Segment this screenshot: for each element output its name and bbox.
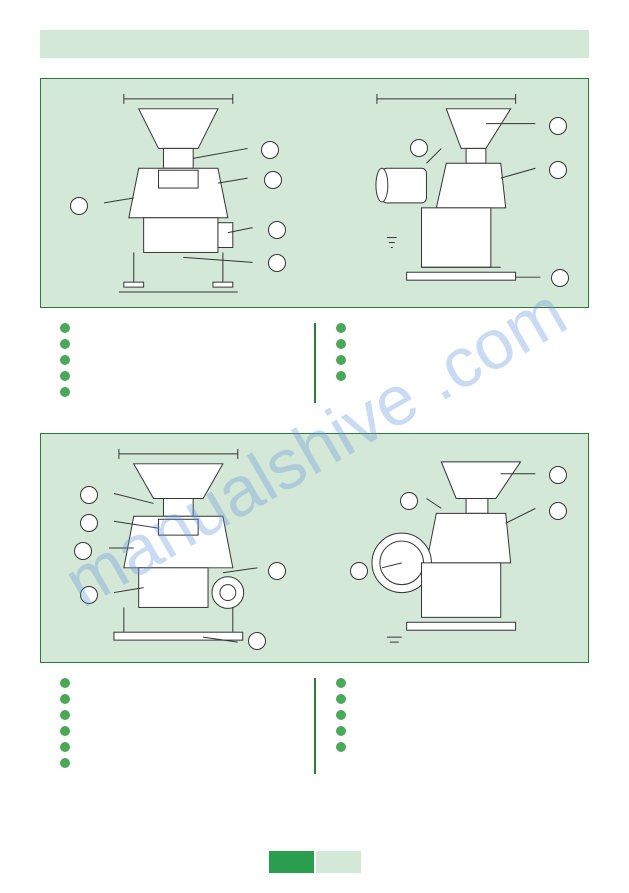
callout-2b [80,514,98,532]
part-item [60,710,294,720]
part-item [336,710,570,720]
part-item [336,726,570,736]
part-item [60,387,294,397]
bullet-icon [336,678,346,688]
bullet-icon [336,742,346,752]
parts-col-2-right [314,678,570,774]
bullet-icon [60,758,70,768]
bullet-icon [60,323,70,333]
parts-list-2 [40,678,589,774]
callout-9b [549,502,567,520]
callout-1b [80,486,98,504]
callout-5 [70,197,88,215]
diagram-1-front [52,89,315,297]
callout-8b [400,492,418,510]
part-item [336,678,570,688]
bullet-icon [60,355,70,365]
parts-list-1 [40,323,589,403]
bullet-icon [336,710,346,720]
callout-4b [80,586,98,604]
parts-col-1-left [60,323,294,403]
part-item [60,694,294,704]
bullet-icon [60,339,70,349]
page-footer [269,851,361,873]
part-item [60,742,294,752]
part-item [60,323,294,333]
bullet-icon [60,726,70,736]
part-item [60,678,294,688]
bullet-icon [60,742,70,752]
part-item [60,339,294,349]
callout-7 [410,139,428,157]
callout-9 [551,269,569,287]
footer-page-right [316,851,361,873]
diagram-1-side [315,89,578,297]
part-item [336,371,570,381]
bullet-icon [336,355,346,365]
part-item [60,726,294,736]
section-1-title [40,30,589,58]
footer-page-left [269,851,314,873]
bullet-icon [60,678,70,688]
callout-10b [350,562,368,580]
bullet-icon [60,694,70,704]
part-item [60,371,294,381]
callout-6 [549,117,567,135]
diagram-box-2 [40,433,589,663]
bullet-icon [60,371,70,381]
callout-7b [549,466,567,484]
callout-3b [74,542,92,560]
bullet-icon [60,710,70,720]
bullet-icon [336,371,346,381]
diagram-2-front [52,444,315,652]
part-item [60,355,294,365]
bullet-icon [336,323,346,333]
callout-8 [549,161,567,179]
part-item [336,339,570,349]
part-item [336,323,570,333]
bullet-icon [336,339,346,349]
diagram-2-side [315,444,578,652]
parts-col-1-right [314,323,570,403]
parts-col-2-left [60,678,294,774]
bullet-icon [336,726,346,736]
part-item [336,355,570,365]
part-item [336,694,570,704]
bullet-icon [336,694,346,704]
part-item [336,742,570,752]
bullet-icon [60,387,70,397]
diagram-box-1 [40,78,589,308]
part-item [60,758,294,768]
